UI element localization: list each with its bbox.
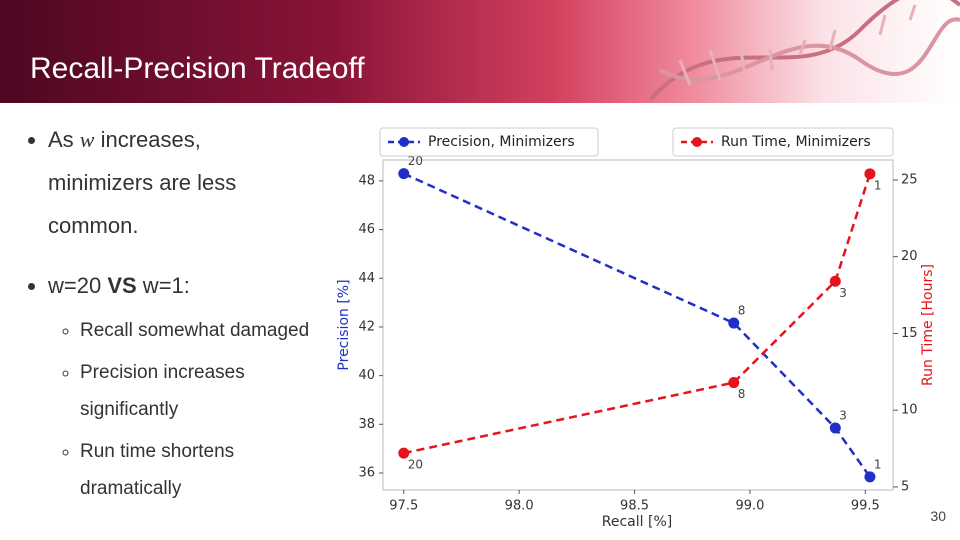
bullet: w=20 VS w=1: Recall somewhat damaged Pre…: [48, 264, 309, 507]
point-label: 1: [874, 178, 882, 192]
header: Recall-Precision Tradeoff: [0, 0, 960, 103]
legend-marker: [692, 137, 702, 147]
y2-tick-label: 20: [901, 249, 918, 264]
bullet-list: As w increases, minimizers are less comm…: [20, 118, 340, 507]
legend-label: Run Time, Minimizers: [721, 134, 871, 150]
bullet-text: w=1:: [136, 273, 190, 298]
bullet-text: VS: [107, 273, 137, 298]
y-tick-label: 48: [358, 173, 375, 188]
y2-axis-label: Run Time [Hours]: [920, 264, 936, 386]
series-line: [403, 173, 872, 455]
x-tick-label: 98.5: [620, 499, 649, 514]
legend-label: Precision, Minimizers: [428, 134, 575, 150]
point: [864, 168, 876, 180]
sub-bullet: Run time shortens dramatically: [80, 433, 330, 507]
bullets: As w increases, minimizers are less comm…: [20, 118, 340, 507]
page-number: 30: [930, 508, 946, 524]
point: [728, 377, 740, 389]
sub-bullet: Recall somewhat damaged: [80, 312, 330, 349]
point: [398, 168, 410, 180]
y-tick-label: 36: [358, 465, 375, 480]
point-label: 1: [874, 457, 882, 471]
bullet-text: w=20: [48, 273, 108, 298]
x-axis-label: Recall [%]: [602, 514, 672, 530]
legend-box: [379, 127, 599, 157]
bullet-text: w: [79, 127, 95, 152]
y-tick-label: 38: [358, 417, 375, 432]
y2-tick-label: 25: [901, 172, 918, 187]
y2-tick-label: 10: [901, 403, 918, 418]
sub-bullet-list: Recall somewhat damaged Precision increa…: [48, 312, 309, 507]
point: [398, 447, 410, 459]
dna-rungs: [678, 4, 917, 86]
y-tick-label: 46: [358, 222, 375, 237]
dna-strand: [648, 0, 960, 102]
y-tick-label: 42: [358, 319, 375, 334]
plot-frame: [382, 159, 894, 491]
x-tick-label: 97.5: [389, 499, 418, 514]
legend-box: [672, 127, 894, 157]
point-label: 20: [408, 154, 423, 168]
y-tick-label: 40: [358, 368, 375, 383]
point-label: 3: [839, 286, 847, 300]
point-label: 3: [839, 408, 847, 422]
bullet-text: increases, minimizers are less common.: [48, 127, 237, 238]
dna-decoration: [648, 0, 960, 102]
legend-marker: [399, 137, 409, 147]
y2-tick-label: 15: [901, 326, 918, 341]
point: [728, 317, 740, 329]
point: [864, 471, 876, 483]
y-tick-label: 44: [358, 271, 375, 286]
slide-title: Recall-Precision Tradeoff: [30, 52, 365, 85]
point: [829, 422, 841, 434]
series-line: [403, 172, 871, 478]
point-label: 8: [738, 387, 746, 401]
bullet-text: As: [48, 127, 80, 152]
y2-tick-label: 5: [901, 479, 909, 494]
point-label: 20: [408, 458, 423, 472]
bullet: As w increases, minimizers are less comm…: [48, 118, 283, 247]
x-tick-label: 98.0: [505, 499, 534, 514]
x-tick-label: 99.0: [735, 499, 764, 514]
point: [829, 275, 841, 287]
y-axis-label: Precision [%]: [336, 279, 352, 370]
x-tick-label: 99.5: [851, 499, 880, 514]
sub-bullet: Precision increases significantly: [80, 354, 330, 428]
point-label: 8: [738, 304, 746, 318]
